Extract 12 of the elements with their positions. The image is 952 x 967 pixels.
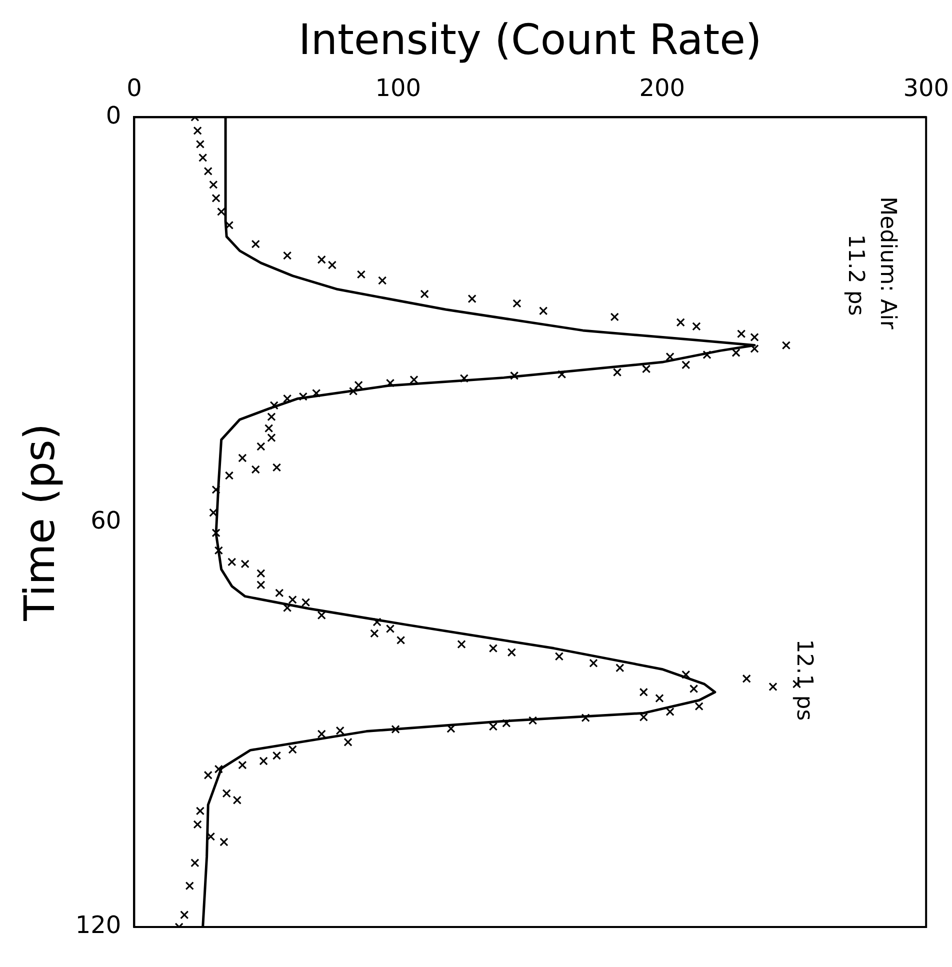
x-tick-label: 0 bbox=[126, 74, 142, 102]
y-tick-label: 120 bbox=[75, 911, 122, 940]
annotation: 12.1 ps bbox=[792, 639, 817, 721]
y-tick-label: 0 bbox=[106, 101, 122, 130]
x-tick-label: 300 bbox=[903, 74, 949, 102]
x-tick-label: 200 bbox=[639, 74, 686, 102]
annotation: 11.2 ps bbox=[843, 234, 868, 316]
annotation: Medium: Air bbox=[874, 196, 900, 330]
y-tick-label: 60 bbox=[90, 506, 122, 534]
y-axis-title: Time (ps) bbox=[15, 423, 64, 622]
x-tick-label: 100 bbox=[375, 74, 422, 102]
x-axis-title: Intensity (Count Rate) bbox=[298, 15, 762, 64]
